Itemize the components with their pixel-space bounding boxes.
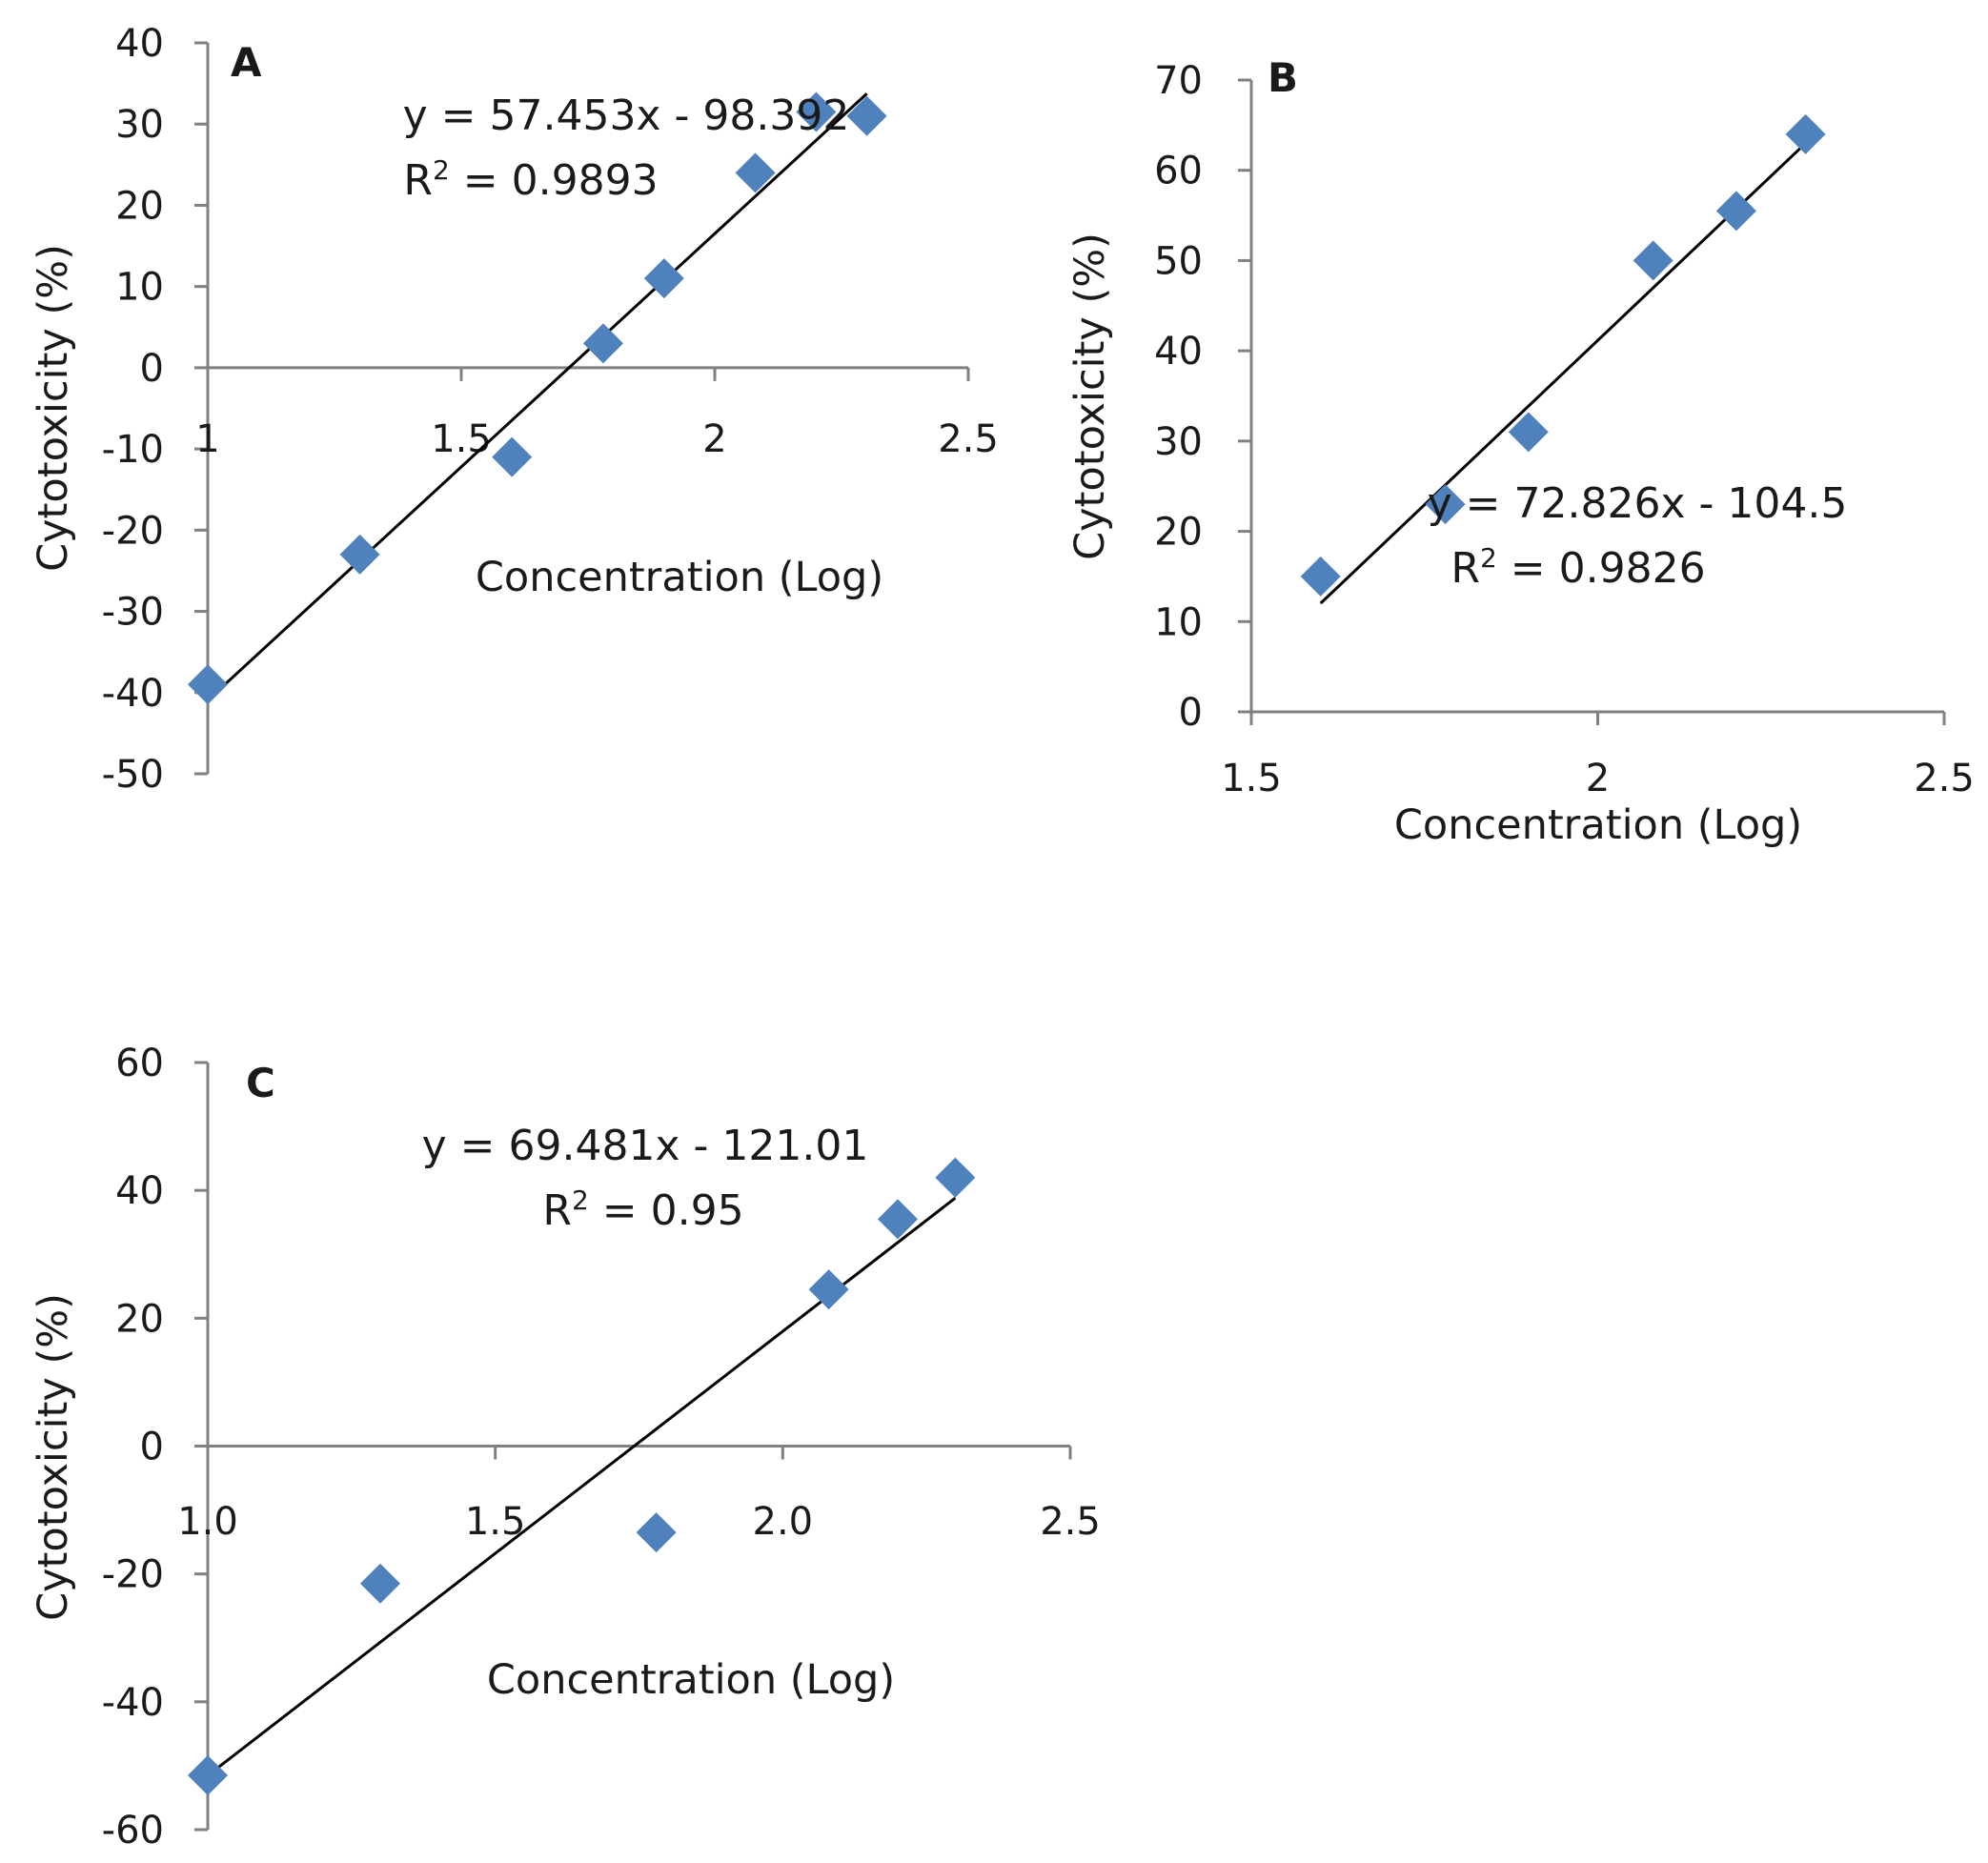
chart-a-r-squared-sup: 2 [433, 154, 450, 186]
chart-a-x-tick-label: 1.5 [431, 417, 492, 461]
chart-a-r-squared: R2 = 0.9893 [403, 154, 658, 205]
chart-b-x-tick-label: 1.5 [1221, 757, 1282, 800]
chart-a-r-squared-prefix: R [403, 156, 433, 205]
chart-b-y-tick-label: 60 [1154, 150, 1203, 193]
chart-c-data-point [878, 1199, 918, 1240]
chart-a-data-point [188, 664, 228, 705]
chart-c-equation: y = 69.481x - 121.01 [422, 1122, 869, 1170]
chart-a-data-point [846, 95, 887, 136]
chart-a-x-tick-label: 2 [702, 417, 726, 461]
chart-c-x-axis-title: Concentration (Log) [487, 1656, 895, 1704]
chart-c-r-squared: R2 = 0.95 [542, 1185, 743, 1235]
chart-c-r-squared-sup: 2 [572, 1185, 589, 1216]
chart-b-y-tick-label: 0 [1179, 691, 1203, 735]
chart-c-y-tick-label: 40 [115, 1169, 164, 1213]
chart-c-data-point [188, 1754, 228, 1795]
chart-b-x-tick-label: 2.5 [1914, 757, 1975, 800]
chart-b-r-squared: R2 = 0.9826 [1450, 542, 1705, 593]
chart-b-r-squared-value: = 0.9826 [1497, 544, 1706, 593]
chart-c-y-axis-title: Cytotoxicity (%) [30, 1293, 77, 1621]
chart-a-y-tick-label: 30 [115, 103, 164, 147]
chart-a-svg: 40 30 20 10 0 -10 -20 -30 -40 -50 1 1.5 2 2.5 Ay = 57.… [30, 22, 999, 797]
chart-a-y-tick-label: -20 [102, 509, 164, 553]
chart-b-data-point [1508, 412, 1549, 453]
chart-c-x-tick-label: 2.0 [753, 1500, 814, 1544]
chart-a-data-point [492, 436, 533, 477]
chart-a-y-tick-label: 0 [140, 347, 164, 391]
chart-b-y-tick-label: 70 [1154, 59, 1203, 103]
chart-b-panel-label: B [1268, 54, 1298, 101]
chart-b-equation: y = 72.826x - 104.5 [1428, 479, 1848, 528]
chart-a-equation: y = 57.453x - 98.392 [403, 91, 850, 140]
chart-a-y-axis-title: Cytotoxicity (%) [30, 244, 77, 572]
chart-b-svg: 70 60 50 40 30 20 10 0 1.5 2 2.5 By = 72.826x - 104… [1066, 54, 1975, 849]
chart-b-y-tick-label: 10 [1154, 600, 1203, 644]
chart-a-data-point [339, 534, 380, 575]
chart-a-y-tick-label: 10 [115, 266, 164, 310]
chart-c-r-squared-value: = 0.95 [589, 1186, 744, 1235]
chart-b-x-tick-label: 2 [1586, 757, 1610, 800]
chart-c-panel-label: C [246, 1060, 275, 1106]
chart-c-data-point [935, 1157, 976, 1198]
chart-b-r-squared-sup: 2 [1480, 542, 1497, 574]
chart-a-y-tick-label: 20 [115, 184, 164, 228]
chart-b-data-point [1715, 191, 1756, 232]
chart-a-r-squared-value: = 0.9893 [450, 156, 659, 205]
chart-b-y-tick-label: 30 [1154, 420, 1203, 464]
chart-b-y-tick-label: 20 [1154, 511, 1203, 555]
chart-c-y-tick-label: -40 [102, 1681, 164, 1725]
chart-a-y-tick-label: -50 [102, 753, 164, 797]
chart-b-y-axis-title: Cytotoxicity (%) [1066, 233, 1114, 560]
chart-c-y-tick-label: -60 [102, 1809, 164, 1853]
chart-b-trendline [1319, 142, 1807, 605]
chart-a-data-point [582, 323, 623, 364]
chart-a-x-tick-label: 2.5 [938, 417, 999, 461]
chart-b-data-point [1425, 484, 1466, 525]
chart-b-data-point [1785, 113, 1826, 154]
chart-a-y-tick-label: -10 [102, 428, 164, 472]
chart-a-y-tick-label: -30 [102, 591, 164, 635]
chart-a-trendline [206, 92, 868, 701]
chart-b-y-tick-label: 50 [1154, 239, 1203, 283]
chart-b-r-squared-prefix: R [1450, 544, 1480, 593]
chart-c-data-point [808, 1269, 849, 1310]
chart-c-y-tick-label: 20 [115, 1297, 164, 1341]
chart-c-y-tick-label: 60 [115, 1042, 164, 1085]
chart-c-y-tick-label: -20 [102, 1553, 164, 1597]
chart-c-x-tick-label: 2.5 [1040, 1500, 1101, 1544]
chart-c-x-tick-label: 1.0 [177, 1500, 238, 1544]
chart-a-panel-label: A [231, 39, 262, 86]
chart-c-data-point [360, 1563, 400, 1604]
chart-a-y-tick-label: 40 [115, 22, 164, 66]
chart-b-y-tick-label: 40 [1154, 330, 1203, 374]
chart-a-x-tick-label: 1 [195, 417, 219, 461]
chart-c-y-tick-label: 0 [140, 1426, 164, 1469]
chart-b-x-axis-title: Concentration (Log) [1394, 801, 1802, 849]
chart-b-data-point [1633, 240, 1674, 281]
chart-c-r-squared-prefix: R [542, 1186, 572, 1235]
chart-a-y-tick-label: -40 [102, 672, 164, 716]
chart-c-data-point [636, 1512, 677, 1553]
chart-a-data-point [735, 152, 776, 193]
chart-a-data-point [796, 91, 837, 132]
chart-b-data-point [1300, 556, 1341, 597]
chart-a-data-point [643, 258, 684, 299]
chart-a-x-axis-title: Concentration (Log) [476, 554, 883, 601]
